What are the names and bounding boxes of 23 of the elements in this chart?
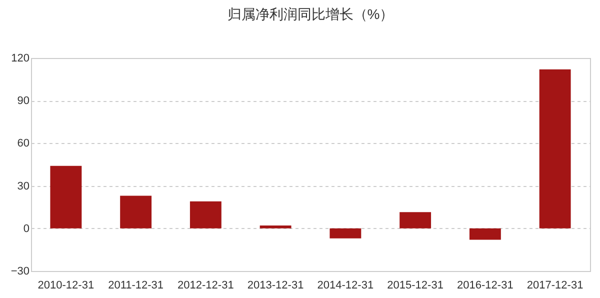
x-tick-label: 2013-12-31 <box>247 280 304 292</box>
y-tick-label: 0 <box>23 222 30 235</box>
x-tick-label: 2014-12-31 <box>317 280 374 292</box>
x-tick-label: 2015-12-31 <box>387 280 444 292</box>
bar <box>260 226 292 228</box>
bar <box>50 166 82 228</box>
x-tick-label: 2016-12-31 <box>457 280 514 292</box>
bar <box>330 228 362 238</box>
bar <box>469 228 501 240</box>
y-tick-label: 120 <box>11 52 30 64</box>
y-tick-label: 60 <box>17 138 30 150</box>
x-tick-label: 2010-12-31 <box>38 280 94 292</box>
y-tick-label: −30 <box>10 266 30 278</box>
y-tick-label: 90 <box>17 95 30 108</box>
x-tick-label: 2011-12-31 <box>108 280 164 292</box>
chart-title: 归属净利润同比增长（%） <box>227 6 394 22</box>
bar <box>539 69 571 228</box>
bar <box>120 196 152 228</box>
bar <box>190 201 222 228</box>
x-tick-label: 2017-12-31 <box>526 280 584 292</box>
x-tick-label: 2012-12-31 <box>178 280 234 292</box>
bar <box>400 212 432 228</box>
y-tick-label: 30 <box>17 180 30 192</box>
